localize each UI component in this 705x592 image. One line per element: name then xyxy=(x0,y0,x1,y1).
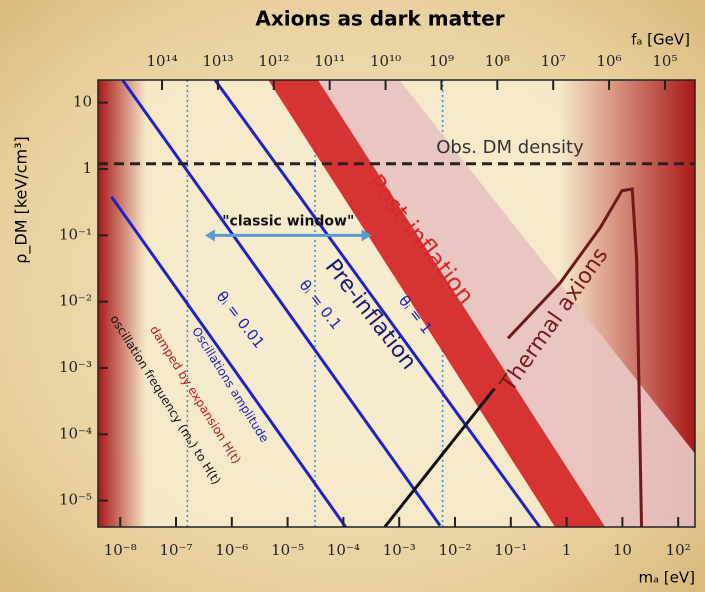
y-tick-label: 10⁻³ xyxy=(59,358,92,376)
x-tick-label: 10⁻⁸ xyxy=(104,541,137,559)
x2-tick-label: 10¹¹ xyxy=(314,52,345,70)
x2-tick-label: 10⁶ xyxy=(597,52,622,70)
edge-shade xyxy=(98,80,146,527)
x2-tick-label: 10⁹ xyxy=(429,52,454,70)
x-tick-label: 10⁻⁴ xyxy=(327,541,360,559)
x-tick-label: 10⁻⁵ xyxy=(271,541,304,559)
window-label: "classic window" xyxy=(222,213,354,229)
x-tick-label: 1 xyxy=(562,541,572,559)
chart: Axions as dark matter fₐ [GeV] mₐ [eV] ρ… xyxy=(0,0,705,592)
x-axis-label: mₐ [eV] xyxy=(639,569,695,587)
x-tick-label: 10² xyxy=(666,541,691,559)
y-tick-label: 10⁻¹ xyxy=(59,225,92,243)
x2-tick-label: 10¹⁴ xyxy=(146,52,177,70)
y-axis-label: ρ_DM [keV/cm³] xyxy=(12,136,32,264)
x-tick-label: 10⁻³ xyxy=(383,541,416,559)
y-tick-label: 10⁻⁴ xyxy=(59,424,92,442)
x2-axis-label: fₐ [GeV] xyxy=(631,31,690,49)
y-tick-label: 10⁻² xyxy=(59,292,92,310)
chart-title: Axions as dark matter xyxy=(255,7,504,31)
x-tick-label: 10⁻⁷ xyxy=(159,541,192,559)
x2-tick-label: 10⁷ xyxy=(541,52,566,70)
x2-tick-label: 10⁵ xyxy=(652,52,677,70)
y-tick-label: 10 xyxy=(73,93,92,111)
reference-label: Obs. DM density xyxy=(436,137,584,158)
x-tick-label: 10 xyxy=(613,541,632,559)
x2-tick-label: 10¹³ xyxy=(202,52,233,70)
x-tick-label: 10⁻⁶ xyxy=(215,541,248,559)
x2-tick-label: 10¹⁰ xyxy=(370,52,401,70)
y-tick-label: 1 xyxy=(82,159,92,177)
x2-tick-label: 10⁸ xyxy=(485,52,510,70)
x-tick-label: 10⁻² xyxy=(438,541,471,559)
x2-tick-label: 10¹² xyxy=(258,52,289,70)
y-tick-label: 10⁻⁵ xyxy=(59,491,92,509)
x-tick-label: 10⁻¹ xyxy=(494,541,527,559)
